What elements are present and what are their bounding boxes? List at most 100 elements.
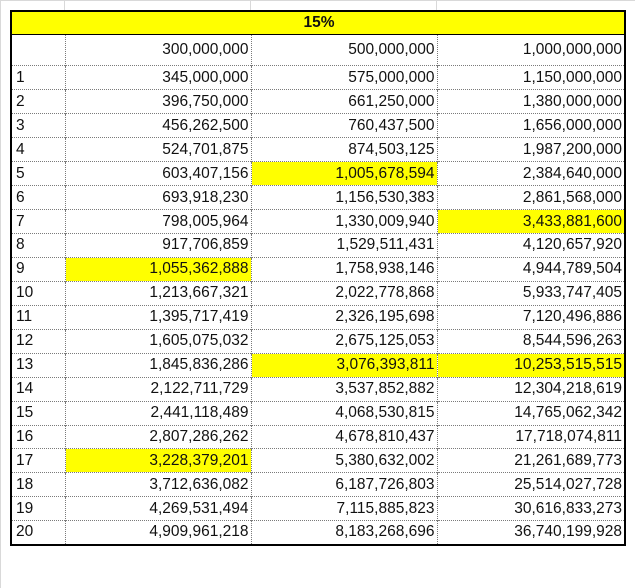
value-cell[interactable]: 4,944,789,504: [436, 256, 626, 282]
value-cell[interactable]: 8,544,596,263: [436, 328, 626, 354]
table-row: 3 456,262,500 760,437,500 1,656,000,000: [10, 113, 626, 138]
value-cell[interactable]: 4,269,531,494: [64, 496, 251, 521]
value-cell[interactable]: 4,678,810,437: [250, 424, 437, 449]
value-cell[interactable]: 456,262,500: [64, 113, 251, 138]
value-cell[interactable]: 5,380,632,002: [250, 448, 437, 473]
sheet-title-cell[interactable]: 15%: [10, 10, 626, 36]
value-cell[interactable]: 6,187,726,803: [250, 472, 437, 497]
value-cell[interactable]: 524,701,875: [64, 137, 251, 162]
corner-cell[interactable]: [10, 34, 65, 66]
value-cell[interactable]: 1,380,000,000: [436, 89, 626, 114]
value-cell[interactable]: 575,000,000: [250, 65, 437, 90]
value-cell[interactable]: 1,395,717,419: [64, 304, 251, 330]
row-index-cell[interactable]: 19: [10, 496, 65, 521]
value-cell[interactable]: 760,437,500: [250, 113, 437, 138]
value-cell[interactable]: 2,861,568,000: [436, 185, 626, 210]
value-cell[interactable]: 693,918,230: [64, 185, 251, 210]
row-index-cell[interactable]: 13: [10, 352, 65, 378]
value-cell[interactable]: 2,675,125,053: [250, 328, 437, 354]
table-row: 15 2,441,118,489 4,068,530,815 14,765,062,3…: [10, 400, 626, 425]
table-row: 18 3,712,636,082 6,187,726,803 25,514,027,7…: [10, 472, 626, 497]
value-cell[interactable]: 7,115,885,823: [250, 496, 437, 521]
row-index-cell[interactable]: 16: [10, 424, 65, 449]
row-index-cell[interactable]: 3: [10, 113, 65, 138]
value-cell[interactable]: 1,845,836,286: [64, 352, 251, 378]
value-cell[interactable]: 1,213,667,321: [64, 280, 251, 306]
value-cell[interactable]: 1,605,075,032: [64, 328, 251, 354]
value-cell[interactable]: 1,156,530,383: [250, 185, 437, 210]
value-cell[interactable]: 17,718,074,811: [436, 424, 626, 449]
value-cell[interactable]: 2,384,640,000: [436, 161, 626, 186]
value-cell[interactable]: 21,261,689,773: [436, 448, 626, 473]
value-cell[interactable]: 1,330,009,940: [250, 209, 437, 234]
header-row: 300,000,000 500,000,000 1,000,000,000: [10, 34, 626, 66]
row-index-cell[interactable]: 17: [10, 448, 65, 473]
row-index-cell[interactable]: 6: [10, 185, 65, 210]
row-index-cell[interactable]: 2: [10, 89, 65, 114]
value-cell[interactable]: 4,068,530,815: [250, 400, 437, 425]
row-index-cell[interactable]: 7: [10, 209, 65, 234]
value-cell[interactable]: 345,000,000: [64, 65, 251, 90]
value-cell[interactable]: 2,022,778,868: [250, 280, 437, 306]
value-cell[interactable]: 36,740,199,928: [436, 520, 626, 546]
value-cell[interactable]: 1,758,938,146: [250, 256, 437, 282]
value-cell[interactable]: 661,250,000: [250, 89, 437, 114]
value-cell[interactable]: 874,503,125: [250, 137, 437, 162]
value-cell[interactable]: 2,326,195,698: [250, 304, 437, 330]
value-cell[interactable]: 3,712,636,082: [64, 472, 251, 497]
row-index-cell[interactable]: 5: [10, 161, 65, 186]
value-cell[interactable]: 396,750,000: [64, 89, 251, 114]
row-index-cell[interactable]: 11: [10, 304, 65, 330]
row-index-cell[interactable]: 9: [10, 256, 65, 282]
value-cell[interactable]: 3,537,852,882: [250, 376, 437, 402]
row-index-cell[interactable]: 8: [10, 233, 65, 258]
table-row: 2 396,750,000 661,250,000 1,380,000,000: [10, 89, 626, 114]
table-row: 11 1,395,717,419 2,326,195,698 7,120,496,88…: [10, 304, 626, 330]
value-cell[interactable]: 1,529,511,431: [250, 233, 437, 258]
value-cell[interactable]: 4,120,657,920: [436, 233, 626, 258]
column-header-cell[interactable]: 300,000,000: [64, 34, 251, 66]
value-cell[interactable]: 5,933,747,405: [436, 280, 626, 306]
value-cell[interactable]: 7,120,496,886: [436, 304, 626, 330]
column-header-cell[interactable]: 1,000,000,000: [436, 34, 626, 66]
table-row: 6 693,918,230 1,156,530,383 2,861,568,000: [10, 185, 626, 210]
value-cell[interactable]: 798,005,964: [64, 209, 251, 234]
highlighted-value-cell[interactable]: 1,055,362,888: [64, 256, 251, 282]
column-header-cell[interactable]: 500,000,000: [250, 34, 437, 66]
table-row: 8 917,706,859 1,529,511,431 4,120,657,920: [10, 233, 626, 258]
value-cell[interactable]: 917,706,859: [64, 233, 251, 258]
value-cell[interactable]: 1,987,200,000: [436, 137, 626, 162]
value-cell[interactable]: 603,407,156: [64, 161, 251, 186]
value-cell[interactable]: 2,122,711,729: [64, 376, 251, 402]
row-index-cell[interactable]: 20: [10, 520, 65, 546]
table-row: 12 1,605,075,032 2,675,125,053 8,544,596,26…: [10, 328, 626, 354]
value-cell[interactable]: 2,441,118,489: [64, 400, 251, 425]
row-index-cell[interactable]: 4: [10, 137, 65, 162]
highlighted-value-cell[interactable]: 3,228,379,201: [64, 448, 251, 473]
table-row: 10 1,213,667,321 2,022,778,868 5,933,747,40…: [10, 280, 626, 306]
value-cell[interactable]: 30,616,833,273: [436, 496, 626, 521]
highlighted-value-cell[interactable]: 10,253,515,515: [436, 352, 626, 378]
value-cell[interactable]: 2,807,286,262: [64, 424, 251, 449]
row-index-cell[interactable]: 1: [10, 65, 65, 90]
value-cell[interactable]: 8,183,268,696: [250, 520, 437, 546]
highlighted-value-cell[interactable]: 3,433,881,600: [436, 209, 626, 234]
row-index-cell[interactable]: 12: [10, 328, 65, 354]
title-row: 15%: [10, 10, 626, 36]
value-cell[interactable]: 1,150,000,000: [436, 65, 626, 90]
highlighted-value-cell[interactable]: 3,076,393,811: [250, 352, 437, 378]
table-row: 9 1,055,362,888 1,758,938,146 4,944,789,504: [10, 256, 626, 282]
row-index-cell[interactable]: 15: [10, 400, 65, 425]
value-cell[interactable]: 25,514,027,728: [436, 472, 626, 497]
value-cell[interactable]: 1,656,000,000: [436, 113, 626, 138]
value-cell[interactable]: 12,304,218,619: [436, 376, 626, 402]
value-cell[interactable]: 14,765,062,342: [436, 400, 626, 425]
row-index-cell[interactable]: 18: [10, 472, 65, 497]
row-index-cell[interactable]: 14: [10, 376, 65, 402]
value-cell[interactable]: 4,909,961,218: [64, 520, 251, 546]
row-index-cell[interactable]: 10: [10, 280, 65, 306]
grid-line: [250, 0, 251, 10]
table-row: 4 524,701,875 874,503,125 1,987,200,000: [10, 137, 626, 162]
highlighted-value-cell[interactable]: 1,005,678,594: [250, 161, 437, 186]
